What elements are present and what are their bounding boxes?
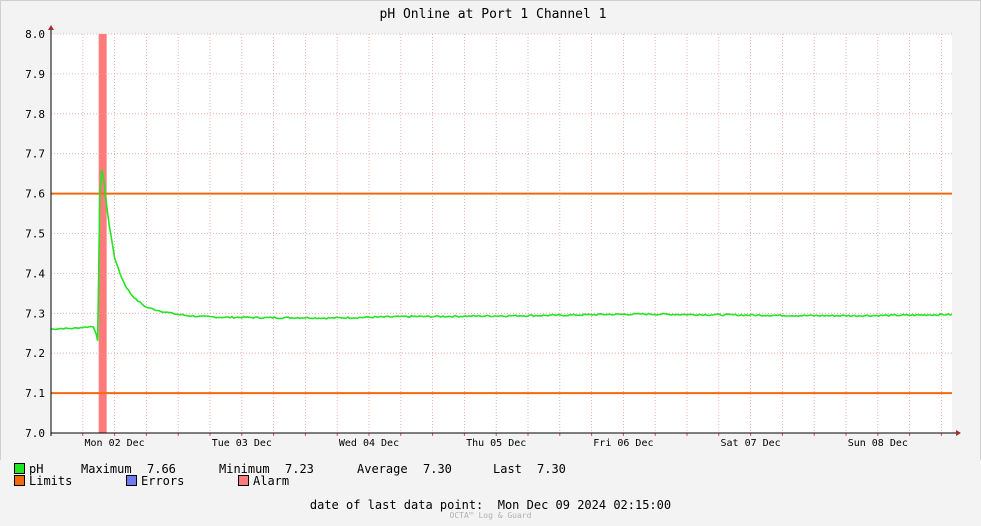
legend-min-value: 7.23 bbox=[285, 462, 314, 476]
y-tick-label: 7.4 bbox=[25, 267, 45, 280]
limit-layer bbox=[51, 192, 952, 395]
legend-errors-label: Errors bbox=[141, 474, 185, 488]
legend-limits-label: Limits bbox=[29, 474, 73, 488]
legend-min-label: Minimum bbox=[219, 462, 270, 476]
y-tick-label: 8.0 bbox=[25, 28, 45, 41]
x-tick-label: Tue 03 Dec bbox=[212, 438, 272, 449]
x-tick-label: Mon 02 Dec bbox=[84, 438, 144, 449]
y-tick-label: 7.2 bbox=[25, 347, 45, 360]
chart-title: pH Online at Port 1 Channel 1 bbox=[380, 7, 607, 22]
y-tick-label: 7.0 bbox=[25, 427, 45, 440]
y-tick-label: 7.6 bbox=[25, 188, 45, 201]
y-axis-arrow bbox=[48, 25, 54, 30]
ph-chart: pH Online at Port 1 Channel 1 7.07.17.27… bbox=[0, 0, 981, 460]
x-tick-label: Sun 08 Dec bbox=[848, 438, 908, 449]
legend-last-value: 7.30 bbox=[537, 462, 566, 476]
legend-alarm-swatch bbox=[238, 475, 249, 486]
legend-max-label: Maximum bbox=[81, 462, 132, 476]
brand-watermark: OCTA™ Log & Guard bbox=[449, 511, 532, 520]
last-data-point-label: date of last data point: bbox=[309, 498, 484, 512]
legend-last-label: Last bbox=[493, 462, 522, 476]
legend-limits-swatch bbox=[14, 475, 25, 486]
legend-errors-swatch bbox=[126, 475, 137, 486]
y-tick-label: 7.5 bbox=[25, 228, 45, 241]
legend-alarm-label: Alarm bbox=[253, 474, 290, 488]
legend-errors: Errors bbox=[126, 474, 238, 488]
x-axis-arrow bbox=[956, 430, 961, 436]
legend-ph-label: pH bbox=[29, 462, 44, 476]
x-tick-label: Wed 04 Dec bbox=[339, 438, 399, 449]
legend-limits: Limits bbox=[14, 474, 126, 488]
axis-layer: 7.0 7.1 7.2 7.3 7.4 7.5 7.6 7.7 7.8 7.9 8.0 Mon 02 … bbox=[25, 25, 961, 449]
legend-row-stats: pH Maximum 7.66 Minimum 7.23 Average 7.30 Last 7… bbox=[14, 462, 566, 476]
legend-avg-label: Average bbox=[357, 462, 408, 476]
y-tick-label: 7.3 bbox=[25, 307, 45, 320]
legend-avg-value: 7.30 bbox=[423, 462, 452, 476]
last-data-point: date of last data point: Mon Dec 09 2024… bbox=[0, 498, 981, 512]
y-tick-label: 7.1 bbox=[25, 387, 45, 400]
legend-row-keys: Limits Errors Alarm bbox=[14, 474, 289, 488]
y-tick-label: 7.8 bbox=[25, 108, 45, 121]
y-tick-label: 7.7 bbox=[25, 148, 45, 161]
y-tick-label: 7.9 bbox=[25, 68, 45, 81]
legend-alarm: Alarm bbox=[238, 474, 289, 488]
legend-ph: pH bbox=[14, 462, 81, 476]
series-layer bbox=[50, 169, 953, 341]
last-data-point-value: Mon Dec 09 2024 02:15:00 bbox=[497, 498, 672, 512]
x-tick-label: Fri 06 Dec bbox=[593, 438, 653, 449]
x-tick-label: Sat 07 Dec bbox=[720, 438, 780, 449]
legend-ph-swatch bbox=[14, 463, 25, 474]
legend-max-value: 7.66 bbox=[147, 462, 176, 476]
x-tick-label: Thu 05 Dec bbox=[466, 438, 526, 449]
ph-series-line bbox=[50, 169, 953, 341]
